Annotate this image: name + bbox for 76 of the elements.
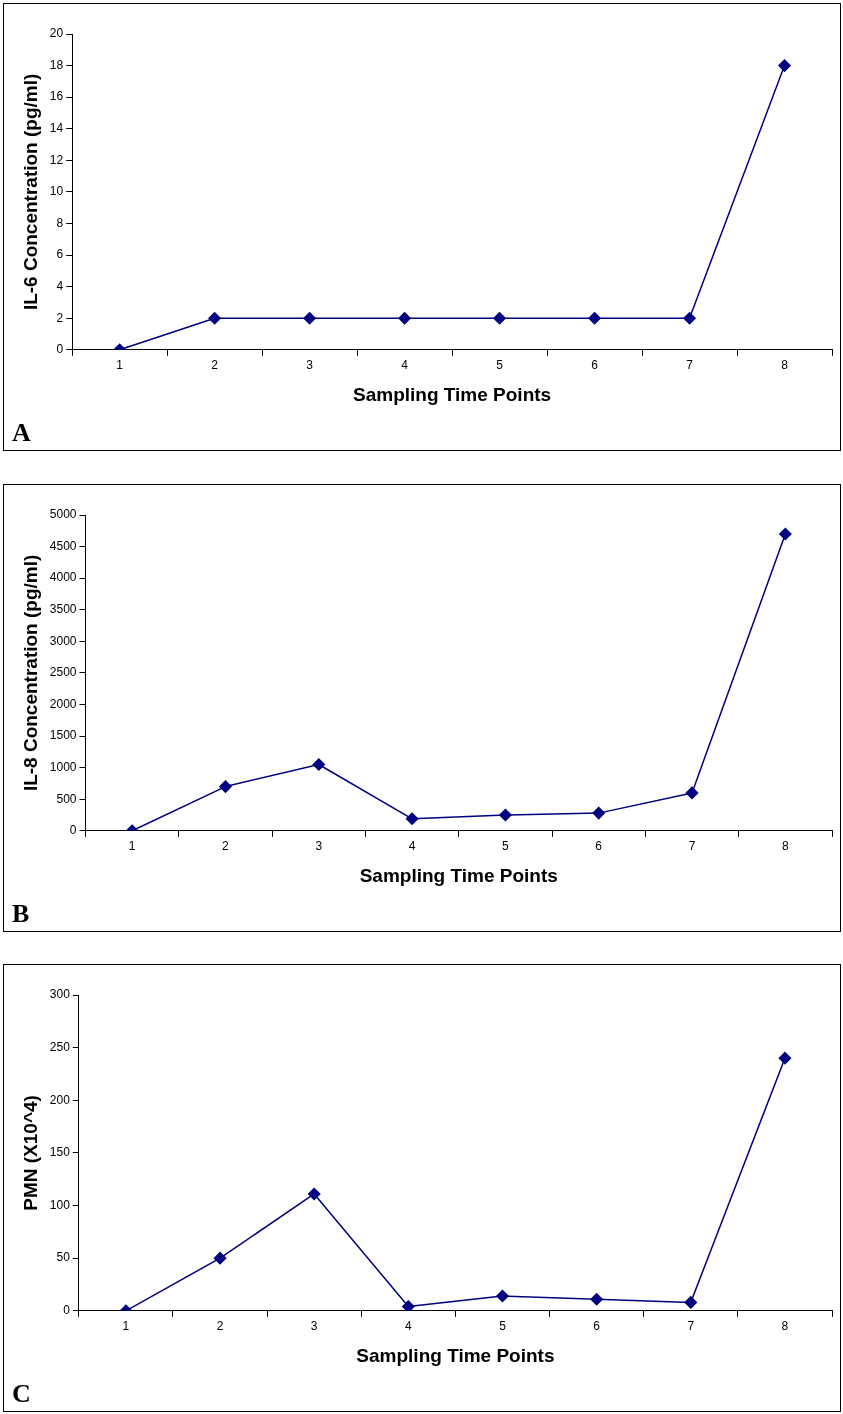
point: [590, 1292, 603, 1306]
x-tick-label: 7: [686, 358, 694, 373]
x-tick-label: 6: [591, 358, 599, 373]
x-axis-title: Sampling Time Points: [356, 1344, 555, 1366]
x-tick-label: 3: [306, 358, 314, 373]
x-tick-label: 4: [404, 1319, 412, 1334]
x-axis-title: Sampling Time Points: [359, 864, 558, 886]
x-tick-label: 1: [116, 358, 124, 373]
y-tick-label: 250: [49, 1039, 71, 1054]
y-tick-label: 0: [69, 823, 77, 838]
y-tick-label: 300: [49, 987, 71, 1002]
y-tick-label: 2: [56, 310, 64, 325]
y-tick-label: 200: [49, 1092, 71, 1107]
y-tick-label: 500: [56, 791, 77, 806]
text: B: [12, 899, 30, 928]
point: [779, 527, 792, 541]
x-tick-label: 6: [595, 839, 603, 854]
y-tick-label: 6: [56, 247, 64, 262]
x-tick-label: 1: [122, 1319, 130, 1334]
x-tick-label: 5: [496, 358, 504, 373]
y-tick-label: 50: [56, 1250, 71, 1265]
y-tick-label: 2000: [49, 696, 77, 711]
y-tick-label: 4500: [49, 538, 77, 553]
x-tick-label: 8: [782, 839, 789, 854]
x-tick-label: 1: [128, 839, 136, 854]
text: A: [12, 418, 31, 447]
y-tick-label: 0: [56, 342, 64, 357]
point: [307, 1187, 321, 1201]
y-tick-label: 10: [49, 184, 64, 199]
y-tick-label: 12: [49, 152, 64, 167]
point: [778, 1051, 792, 1065]
x-tick-label: 4: [408, 839, 416, 854]
x-tick-label: 7: [688, 839, 696, 854]
text: C: [12, 1379, 31, 1408]
y-tick-label: 3500: [49, 602, 77, 617]
point: [592, 806, 605, 820]
y-tick-label: 3000: [49, 633, 77, 648]
point: [213, 1251, 227, 1265]
y-tick-label: 1500: [49, 728, 77, 743]
x-axis-title: Sampling Time Points: [353, 383, 552, 405]
x-tick-label: 5: [499, 1319, 507, 1334]
x-tick-label: 6: [593, 1319, 601, 1334]
x-tick-label: 2: [216, 1319, 224, 1334]
point: [685, 786, 699, 800]
point: [405, 812, 419, 826]
y-axis-title: IL-8 Concentration (pg/ml): [19, 554, 41, 792]
y-tick-label: 150: [49, 1145, 71, 1160]
point: [499, 808, 512, 822]
y-axis-title: PMN (X10^4): [19, 1095, 41, 1211]
y-tick-label: 14: [49, 121, 64, 136]
point: [219, 780, 232, 793]
point: [684, 1296, 698, 1309]
x-tick-label: 8: [781, 1319, 789, 1334]
y-axis-title: IL-6 Concentration (pg/ml): [19, 73, 41, 311]
y-tick-label: 20: [49, 26, 64, 41]
x-tick-label: 3: [310, 1319, 318, 1334]
x-tick-label: 2: [211, 358, 219, 373]
y-tick-label: 4000: [49, 570, 77, 585]
x-tick-label: 8: [781, 358, 789, 373]
point: [402, 1300, 415, 1311]
y-tick-label: 100: [49, 1197, 71, 1212]
y-tick-label: 8: [56, 215, 64, 230]
y-tick-label: 1000: [49, 759, 77, 774]
x-tick-label: 2: [222, 839, 230, 854]
y-tick-label: 2500: [49, 665, 77, 680]
point: [496, 1289, 509, 1303]
y-tick-label: 18: [49, 57, 64, 72]
x-tick-label: 4: [401, 358, 409, 373]
y-tick-label: 16: [49, 89, 64, 104]
y-tick-label: 4: [56, 278, 64, 293]
x-tick-label: 5: [502, 839, 510, 854]
point: [312, 758, 326, 771]
x-tick-label: 3: [315, 839, 323, 854]
x-tick-label: 7: [687, 1319, 695, 1334]
y-tick-label: 0: [63, 1303, 71, 1318]
y-tick-label: 5000: [49, 507, 77, 522]
